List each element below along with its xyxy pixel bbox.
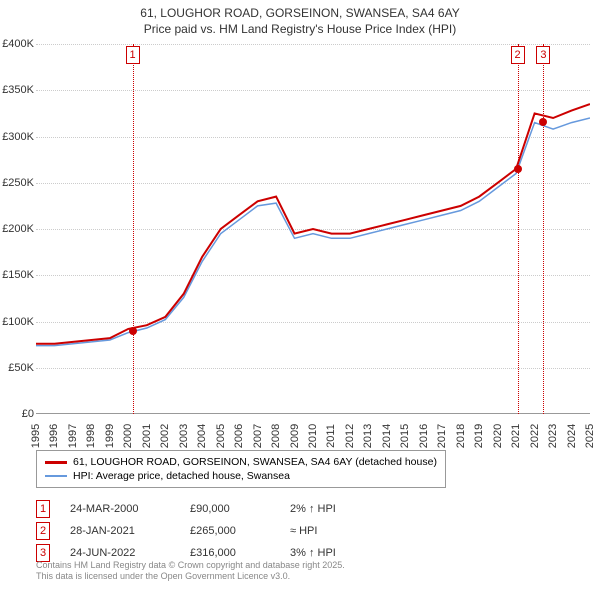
legend-row-2: HPI: Average price, detached house, Swan… <box>45 469 437 483</box>
title-line2: Price paid vs. HM Land Registry's House … <box>0 22 600 38</box>
x-tick-label: 1996 <box>48 421 60 451</box>
x-tick-label: 2007 <box>252 421 264 451</box>
x-tick-label: 2017 <box>436 421 448 451</box>
x-tick-label: 2005 <box>215 421 227 451</box>
marker-box: 3 <box>536 46 550 64</box>
sales-row: 1 24-MAR-2000 £90,000 2% ↑ HPI <box>36 498 370 520</box>
sales-price: £265,000 <box>190 525 270 537</box>
y-tick-label: £300K <box>0 131 34 143</box>
y-tick-label: £100K <box>0 316 34 328</box>
y-tick-label: £50K <box>0 362 34 374</box>
x-tick-label: 2009 <box>289 421 301 451</box>
attribution: Contains HM Land Registry data © Crown c… <box>36 560 345 583</box>
sale-dot <box>129 327 137 335</box>
x-tick-label: 2020 <box>492 421 504 451</box>
marker-line <box>133 44 134 414</box>
sales-marker: 1 <box>36 500 50 518</box>
legend-row-1: 61, LOUGHOR ROAD, GORSEINON, SWANSEA, SA… <box>45 455 437 469</box>
x-tick-label: 2023 <box>547 421 559 451</box>
title-block: 61, LOUGHOR ROAD, GORSEINON, SWANSEA, SA… <box>0 0 600 37</box>
x-tick-label: 1998 <box>85 421 97 451</box>
sales-price: £90,000 <box>190 503 270 515</box>
y-tick-label: £0 <box>0 408 34 420</box>
sales-date: 24-MAR-2000 <box>70 503 170 515</box>
x-tick-label: 2015 <box>399 421 411 451</box>
x-tick-label: 2016 <box>418 421 430 451</box>
x-tick-label: 1997 <box>67 421 79 451</box>
attribution-line1: Contains HM Land Registry data © Crown c… <box>36 560 345 571</box>
y-tick-label: £350K <box>0 84 34 96</box>
sales-marker: 2 <box>36 522 50 540</box>
x-tick-label: 2004 <box>196 421 208 451</box>
title-line1: 61, LOUGHOR ROAD, GORSEINON, SWANSEA, SA… <box>0 6 600 22</box>
x-tick-label: 2013 <box>362 421 374 451</box>
legend-label-1: 61, LOUGHOR ROAD, GORSEINON, SWANSEA, SA… <box>73 456 437 468</box>
marker-box: 1 <box>126 46 140 64</box>
x-tick-label: 2008 <box>270 421 282 451</box>
y-tick-label: £250K <box>0 177 34 189</box>
y-tick-label: £400K <box>0 38 34 50</box>
sales-hpi: ≈ HPI <box>290 525 370 537</box>
marker-box: 2 <box>511 46 525 64</box>
x-tick-label: 1999 <box>104 421 116 451</box>
sale-dot <box>514 165 522 173</box>
x-tick-label: 1995 <box>30 421 42 451</box>
y-tick-label: £200K <box>0 223 34 235</box>
chart-area <box>36 44 590 414</box>
chart-container: 61, LOUGHOR ROAD, GORSEINON, SWANSEA, SA… <box>0 0 600 590</box>
sale-dot <box>539 118 547 126</box>
x-tick-label: 2006 <box>233 421 245 451</box>
x-tick-label: 2021 <box>510 421 522 451</box>
x-tick-label: 2022 <box>529 421 541 451</box>
legend: 61, LOUGHOR ROAD, GORSEINON, SWANSEA, SA… <box>36 450 446 488</box>
x-tick-label: 2019 <box>473 421 485 451</box>
x-tick-label: 2011 <box>325 421 337 451</box>
marker-line <box>543 44 544 414</box>
x-tick-label: 2001 <box>141 421 153 451</box>
x-tick-label: 2012 <box>344 421 356 451</box>
sales-hpi: 2% ↑ HPI <box>290 503 370 515</box>
sales-price: £316,000 <box>190 547 270 559</box>
legend-label-2: HPI: Average price, detached house, Swan… <box>73 470 290 482</box>
x-tick-label: 2018 <box>455 421 467 451</box>
sales-date: 24-JUN-2022 <box>70 547 170 559</box>
marker-line <box>518 44 519 414</box>
attribution-line2: This data is licensed under the Open Gov… <box>36 571 345 582</box>
x-tick-label: 2024 <box>566 421 578 451</box>
sales-hpi: 3% ↑ HPI <box>290 547 370 559</box>
x-tick-label: 2010 <box>307 421 319 451</box>
y-tick-label: £150K <box>0 269 34 281</box>
sales-row: 2 28-JAN-2021 £265,000 ≈ HPI <box>36 520 370 542</box>
x-tick-label: 2003 <box>178 421 190 451</box>
x-tick-label: 2002 <box>159 421 171 451</box>
sales-table: 1 24-MAR-2000 £90,000 2% ↑ HPI 2 28-JAN-2021 £… <box>36 498 370 564</box>
sales-date: 28-JAN-2021 <box>70 525 170 537</box>
legend-swatch-2 <box>45 475 67 477</box>
x-tick-label: 2025 <box>584 421 596 451</box>
legend-swatch-1 <box>45 461 67 464</box>
x-tick-label: 2014 <box>381 421 393 451</box>
x-tick-label: 2000 <box>122 421 134 451</box>
